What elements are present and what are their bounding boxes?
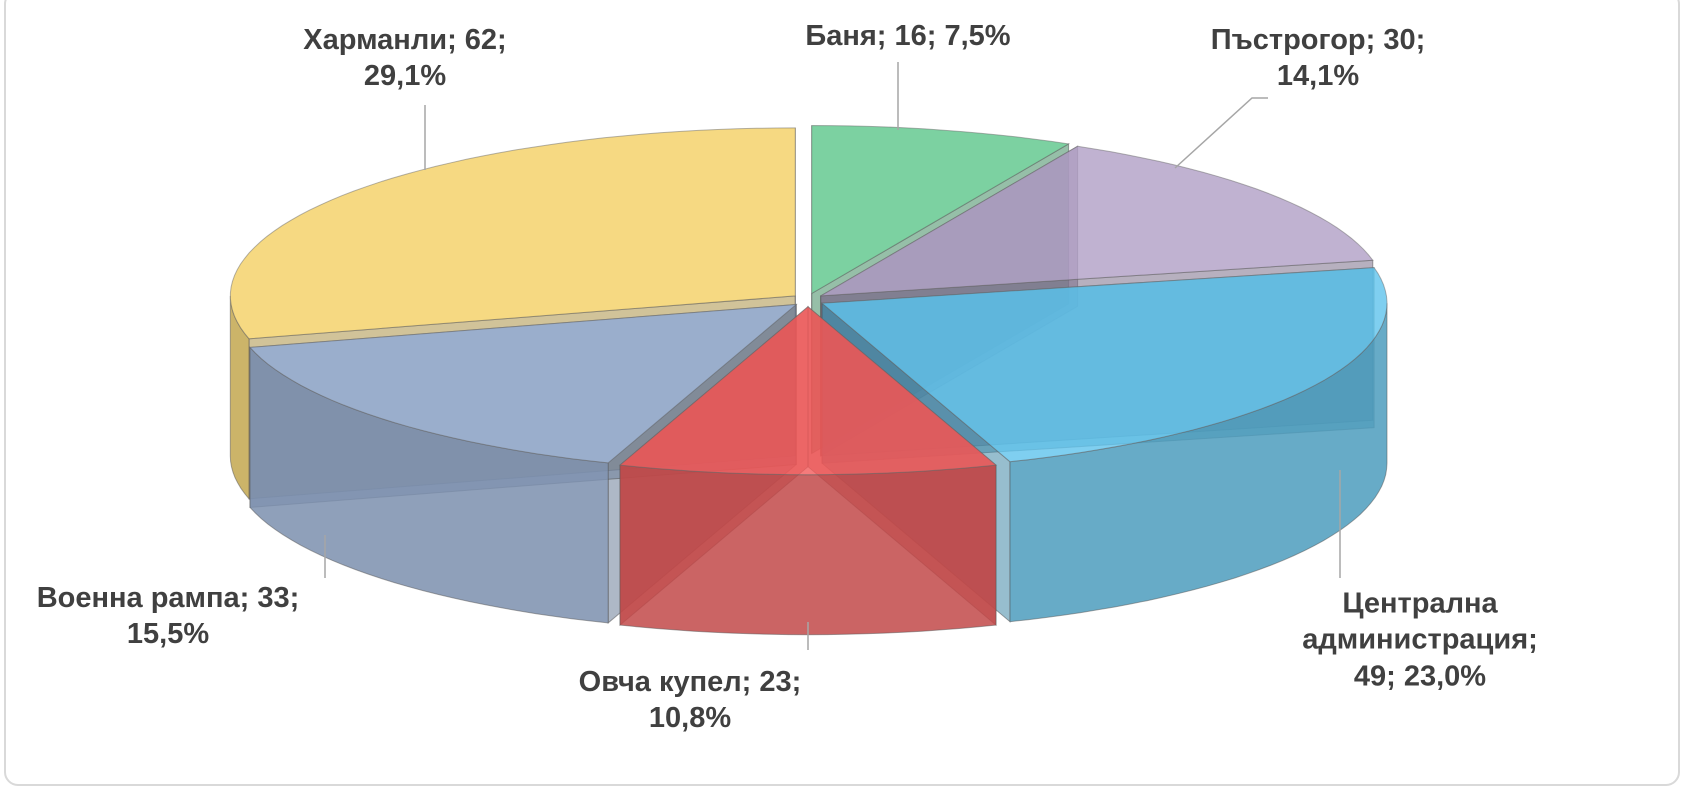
data-label: Харманли; 62; 29,1% <box>303 23 507 92</box>
slice-side <box>619 464 997 636</box>
data-label: Баня; 16; 7,5% <box>805 19 1011 52</box>
slice-top <box>229 127 796 340</box>
data-label: Пъстрогор; 30; 14,1% <box>1210 23 1426 92</box>
slice-top <box>820 145 1374 297</box>
slice-top <box>811 124 1071 295</box>
pie-slice <box>618 305 998 636</box>
slice-top <box>248 303 798 464</box>
data-label: Централна администрация; 49; 23,0% <box>1302 587 1538 693</box>
leader-line <box>1174 97 1268 169</box>
chart-frame <box>4 0 1680 786</box>
slice-top <box>618 306 998 476</box>
data-label: Овча купел; 23; 10,8% <box>578 665 802 734</box>
slice-top <box>820 267 1388 463</box>
data-label: Военна рампа; 33; 15,5% <box>36 581 300 650</box>
